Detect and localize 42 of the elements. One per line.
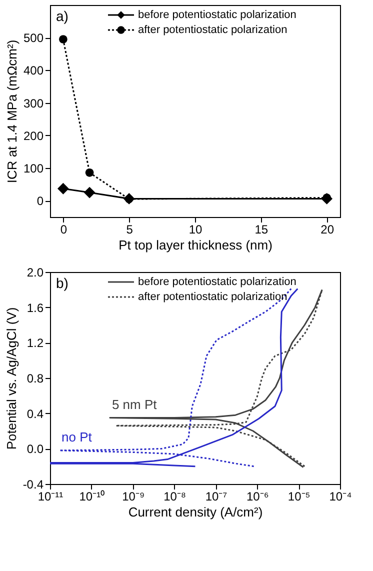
y-tick-label: 0.0: [26, 442, 44, 456]
point: [57, 182, 69, 194]
y-tick-label: 0.4: [26, 406, 44, 421]
legend-label: after potentiostatic polarization: [138, 24, 288, 36]
y-tick-label: 100: [23, 162, 44, 176]
y-tick-label: 300: [23, 96, 44, 110]
x-tick-label: 10⁻⁹: [122, 490, 145, 504]
x-axis-title: Pt top layer thickness (nm): [118, 238, 272, 252]
point: [59, 35, 68, 44]
x-tick-label: 10: [188, 222, 202, 236]
legend-label: before potentiostatic polarization: [138, 9, 296, 21]
x-tick-label: 5: [126, 222, 134, 236]
legend-label: after potentiostatic polarization: [138, 291, 288, 303]
x-tick-label: 10⁻⁵: [288, 490, 310, 504]
x-tick-label: 10⁻⁸: [164, 490, 186, 504]
y-tick-label: -0.4: [22, 478, 44, 492]
x-axis-title: Current density (A/cm²): [128, 504, 263, 520]
x-tick-label: 10⁻⁷: [205, 490, 228, 504]
y-tick-label: 2.0: [26, 266, 44, 280]
legend-label: before potentiostatic polarization: [138, 276, 296, 288]
x-tick-label: 10⁻⁴: [329, 490, 352, 504]
y-axis-title: ICR at 1.4 MPa (mΩcm²): [4, 40, 20, 184]
annotation: b): [56, 275, 68, 291]
y-tick-label: 500: [23, 31, 44, 46]
x-tick-label: 10⁻¹⁰: [79, 490, 105, 504]
x-tick-label: 10⁻⁶: [246, 490, 269, 504]
annotation: a): [56, 8, 68, 24]
y-tick-label: 1.6: [26, 300, 44, 315]
y-tick-label: 1.2: [26, 336, 44, 350]
x-tick-label: 10⁻¹¹: [38, 490, 64, 504]
y-tick-label: 200: [23, 128, 44, 143]
x-tick-label: 20: [320, 222, 334, 236]
annotation: 5 nm Pt: [112, 396, 158, 412]
x-tick-label: 0: [60, 222, 68, 236]
y-tick-label: 0.8: [26, 372, 44, 386]
x-tick-label: 15: [254, 222, 268, 236]
y-tick-label: 400: [23, 64, 44, 78]
point: [85, 168, 94, 177]
annotation: no Pt: [62, 429, 92, 444]
point: [84, 186, 96, 198]
y-axis-title: Potential vs. Ag/AgCl (V): [4, 307, 19, 450]
y-tick-label: 0: [36, 194, 44, 208]
